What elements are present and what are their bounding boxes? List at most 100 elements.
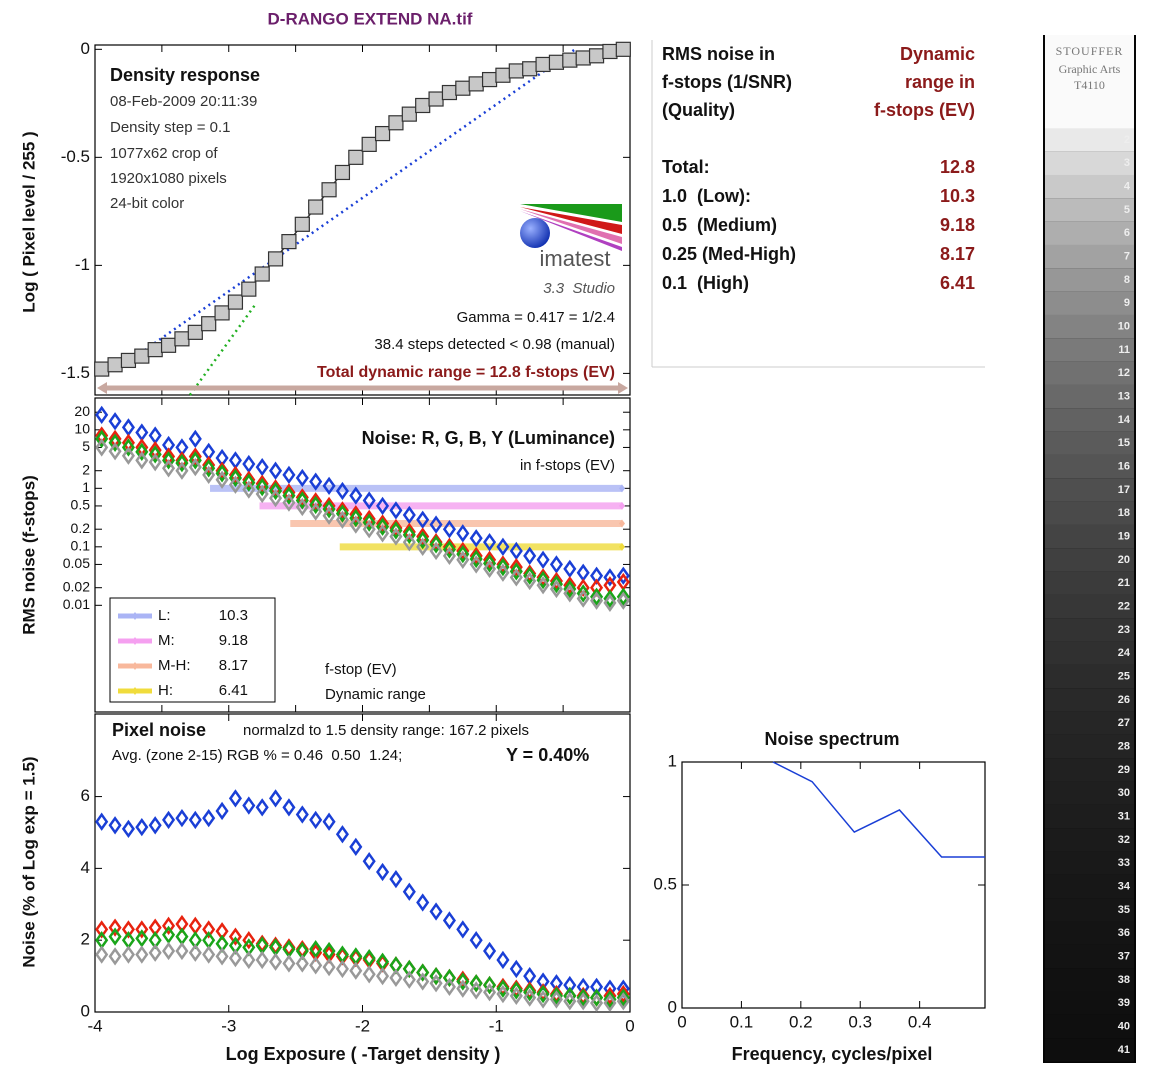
marker [362,491,376,510]
marker [469,981,483,1000]
y-tick-label: -1 [75,255,90,274]
marker [282,465,296,484]
marker [322,476,336,496]
y-axis-label: RMS noise (f-stops) [19,475,38,635]
marker [295,468,309,488]
marker [362,965,376,984]
marker [483,533,497,552]
marker [549,990,563,1009]
legend-label: H: [158,682,173,699]
marker [402,533,416,552]
wedge-step-label: 38 [1118,974,1130,986]
marker [107,357,123,373]
wedge-step-label: 26 [1118,694,1130,706]
marker [456,541,470,561]
marker [428,91,444,107]
marker [309,956,323,975]
marker [335,825,349,844]
marker [590,993,604,1013]
marker [242,796,256,815]
marker [469,529,483,548]
average-note: Avg. (zone 2-15) RGB % = 0.46 0.50 1.24; [112,747,402,764]
marker [442,911,456,930]
marker [269,488,283,508]
marker [135,945,149,964]
marker [536,984,550,1004]
marker [616,988,630,1007]
y-axis-label: Noise (% of Log exp = 1.5) [19,756,38,967]
wedge-patch [1045,921,1134,945]
table-label: 0.25 (Med-High) [662,244,796,264]
threshold-end [619,484,625,493]
table-header: range in [905,72,975,92]
marker [95,812,109,831]
marker [523,988,537,1007]
x-tick-label: 0 [677,1012,686,1031]
wedge-step-label: 9 [1124,297,1130,309]
wedge-step-label: 37 [1118,950,1130,962]
y-tick-label: 1 [668,751,677,770]
marker [402,525,416,545]
marker [295,488,309,507]
marker [187,324,203,340]
marker [201,316,217,332]
marker [148,453,162,472]
wedge-step-label: 4 [1124,181,1131,193]
marker [576,988,590,1007]
marker [483,975,497,995]
marker [148,445,162,464]
wedge-step-label: 22 [1118,601,1130,613]
marker [509,986,523,1005]
y-tick-label: 20 [74,403,90,419]
y-tick-label: -0.5 [61,147,90,166]
table-label: Total: [662,157,710,177]
marker [335,510,349,529]
marker [175,461,189,480]
marker [121,945,135,964]
marker [590,591,604,610]
threshold-end [619,501,625,510]
x-tick-label: 0.2 [789,1012,813,1031]
marker [549,579,563,599]
table-header: f-stops (1/SNR) [662,72,792,92]
wedge-patch [1045,408,1134,432]
marker [576,584,590,603]
x-tick-label: 0.4 [908,1012,932,1031]
legend-value: 9.18 [219,632,248,649]
marker [242,931,256,950]
marker [603,986,617,1005]
marker [108,816,122,835]
marker [294,216,310,232]
marker [509,562,523,581]
x-axis-label: Log Exposure ( -Target density ) [226,1044,501,1064]
marker [228,465,242,484]
wedge-step-label: 2 [1124,134,1130,146]
marker [228,948,242,968]
marker [242,950,256,970]
series-line [188,303,257,396]
wedge-patch [1045,1014,1134,1039]
marker [309,940,323,959]
marker [282,493,296,512]
marker [308,199,324,215]
range-arrow-head [618,382,628,394]
marker [362,852,376,871]
gamma-note: Gamma = 0.417 = 1/2.4 [457,309,615,326]
marker [94,361,110,377]
marker [495,67,511,83]
plot-area [681,761,986,1009]
note: 24-bit color [110,195,184,212]
marker [469,555,483,574]
wedge-patch [1045,944,1134,969]
marker [282,954,296,973]
marker [456,544,470,564]
marker [202,455,216,475]
marker [389,527,403,546]
legend-label: M-H: [158,657,191,674]
marker [95,945,109,964]
wedge-step-label: 39 [1118,997,1130,1009]
marker [121,438,135,457]
wedge-patch [1045,1038,1134,1062]
marker [202,808,216,828]
marker [108,947,122,966]
